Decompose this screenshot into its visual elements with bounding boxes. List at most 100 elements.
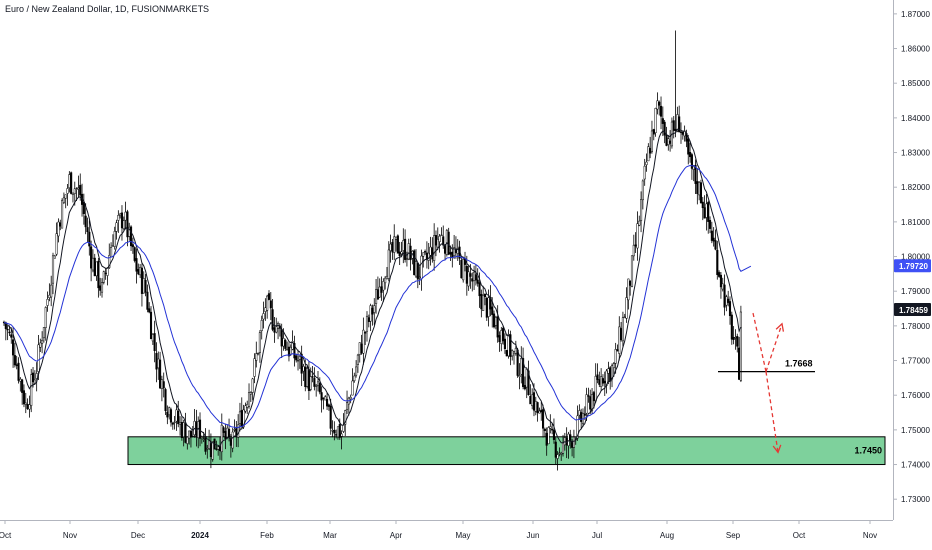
candle-body bbox=[420, 255, 423, 280]
candle-body bbox=[244, 405, 247, 412]
candle-body bbox=[380, 286, 383, 293]
candle-body bbox=[404, 238, 407, 260]
candle-body bbox=[30, 374, 33, 406]
candle-body bbox=[8, 331, 11, 334]
candle-body bbox=[86, 227, 89, 233]
time-tick-label: Nov bbox=[863, 531, 877, 540]
time-axis-bg bbox=[0, 520, 932, 550]
candle-body bbox=[345, 402, 349, 410]
candle-body bbox=[434, 235, 438, 246]
candle-body bbox=[536, 402, 539, 414]
candle-body bbox=[275, 326, 278, 333]
candle-body bbox=[580, 412, 583, 422]
candle-body bbox=[556, 454, 559, 459]
candle-body bbox=[73, 188, 76, 194]
candle-body bbox=[645, 161, 648, 166]
candle-body bbox=[53, 255, 56, 259]
candle-body bbox=[282, 338, 285, 347]
candle-body bbox=[273, 327, 276, 333]
candle-body bbox=[10, 334, 13, 338]
candle-body bbox=[382, 281, 385, 291]
candle-body bbox=[600, 376, 603, 387]
candle-body bbox=[478, 282, 481, 297]
candle-body bbox=[443, 245, 447, 254]
candle-body bbox=[335, 434, 338, 436]
candles-layer bbox=[2, 30, 742, 471]
candle-body bbox=[175, 409, 178, 422]
candle-body bbox=[249, 392, 252, 395]
time-tick-label: Feb bbox=[260, 531, 274, 540]
candle-body bbox=[61, 200, 64, 229]
candle-body bbox=[142, 278, 145, 294]
candle-body bbox=[260, 320, 263, 332]
candle-body bbox=[326, 398, 329, 407]
candle-body bbox=[589, 396, 592, 410]
candle-body bbox=[494, 317, 497, 326]
candle-body bbox=[389, 243, 392, 251]
candle-body bbox=[309, 376, 312, 390]
candle-body bbox=[636, 223, 639, 249]
candle-body bbox=[307, 369, 310, 391]
candle-body bbox=[503, 338, 506, 350]
candle-body bbox=[641, 180, 644, 201]
candle-body bbox=[518, 375, 521, 377]
candle-body bbox=[122, 220, 125, 229]
candle-body bbox=[592, 392, 595, 402]
candle-body bbox=[676, 114, 679, 132]
candle-body bbox=[191, 435, 194, 438]
price-tick-label: 1.84000 bbox=[901, 114, 930, 123]
candle-body bbox=[728, 301, 732, 316]
candle-body bbox=[298, 356, 301, 360]
candle-body bbox=[669, 140, 672, 144]
candle-body bbox=[130, 226, 133, 247]
candle-body bbox=[55, 233, 58, 255]
candle-body bbox=[663, 121, 666, 136]
candle-body bbox=[402, 240, 405, 251]
badge-label: 1.78459 bbox=[899, 306, 928, 315]
candle-body bbox=[50, 284, 53, 298]
candle-body bbox=[732, 337, 735, 340]
candle-body bbox=[603, 380, 606, 384]
candle-body bbox=[738, 347, 741, 380]
candle-body bbox=[687, 138, 690, 155]
candle-body bbox=[293, 343, 296, 359]
candle-body bbox=[721, 283, 724, 290]
candle-body bbox=[120, 212, 124, 229]
candle-body bbox=[558, 452, 561, 454]
candle-body bbox=[140, 267, 143, 294]
candle-body bbox=[696, 181, 699, 194]
time-tick-label: Apr bbox=[390, 531, 403, 540]
candle-body bbox=[502, 327, 505, 342]
candle-body bbox=[694, 164, 697, 184]
candle-body bbox=[371, 307, 374, 315]
annotations-layer: 1.7668 bbox=[718, 312, 815, 454]
candle-body bbox=[286, 349, 289, 351]
candle-body bbox=[242, 409, 245, 428]
candle-body bbox=[578, 410, 581, 416]
candle-body bbox=[701, 201, 704, 209]
candle-body bbox=[289, 346, 292, 355]
candle-body bbox=[483, 293, 487, 298]
candle-body bbox=[353, 375, 356, 382]
candle-body bbox=[269, 300, 272, 309]
candle-body bbox=[616, 349, 619, 352]
time-tick-label: 2024 bbox=[191, 531, 209, 540]
candle-body bbox=[224, 431, 227, 440]
candle-body bbox=[689, 152, 692, 158]
candle-body bbox=[184, 422, 187, 443]
candle-body bbox=[649, 148, 652, 154]
candle-body bbox=[211, 441, 214, 460]
candle-body bbox=[665, 134, 668, 146]
candle-body bbox=[115, 222, 118, 232]
candle-body bbox=[714, 240, 717, 250]
candle-body bbox=[220, 424, 223, 453]
candle-body bbox=[155, 353, 158, 370]
candle-body bbox=[623, 316, 626, 319]
candle-body bbox=[360, 343, 363, 354]
candle-body bbox=[567, 433, 570, 447]
candle-body bbox=[146, 291, 149, 310]
projection-up-arrow-head bbox=[775, 322, 785, 332]
candle-body bbox=[634, 244, 637, 247]
candle-body bbox=[217, 446, 220, 450]
